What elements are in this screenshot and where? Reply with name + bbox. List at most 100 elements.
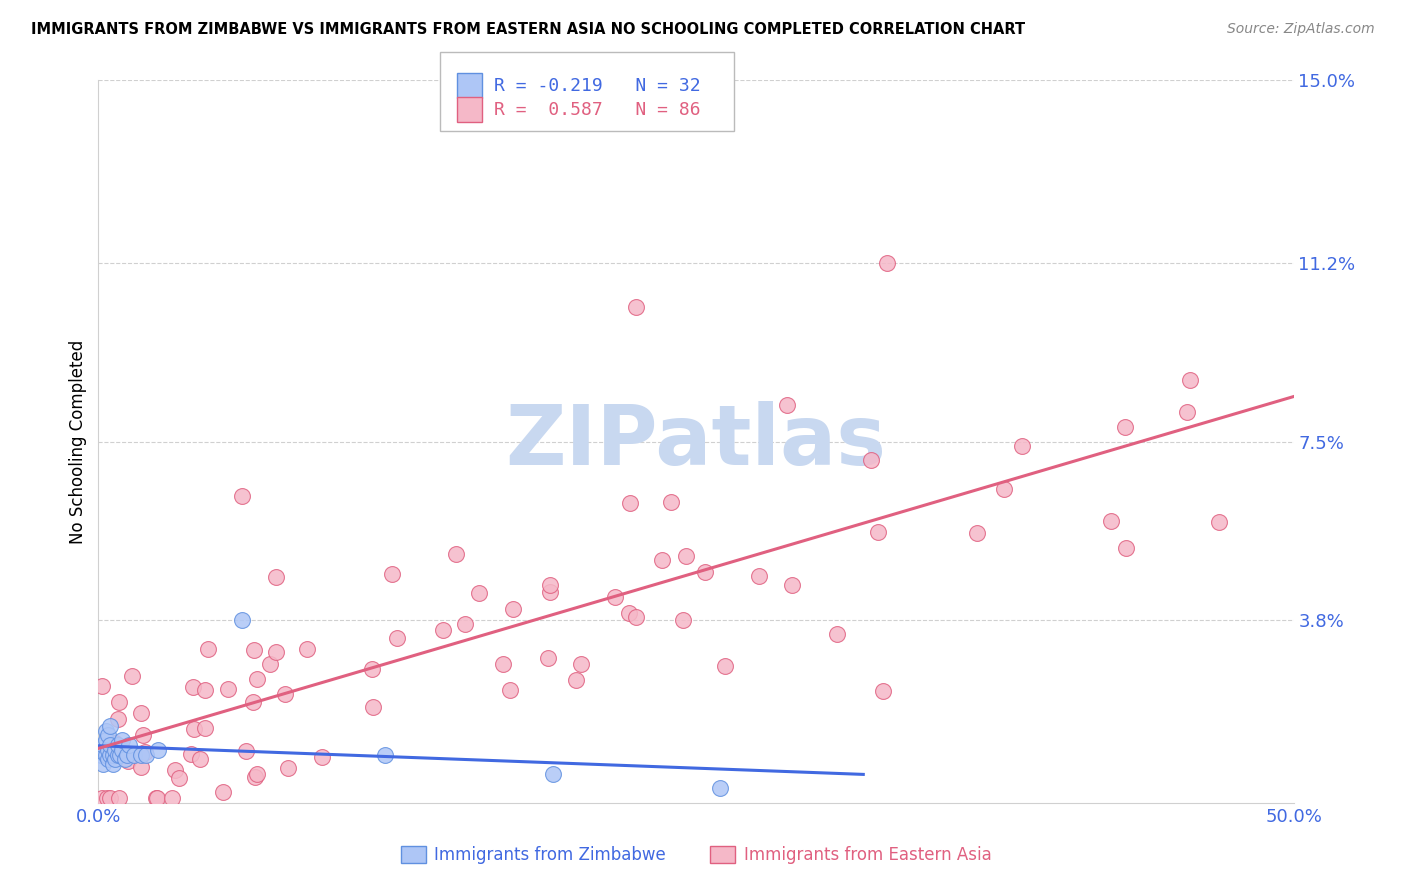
Point <box>101 757 124 772</box>
Point <box>872 683 894 698</box>
Point <box>381 566 404 581</box>
Point <box>194 683 217 698</box>
Point <box>181 681 204 695</box>
Point <box>131 747 153 762</box>
Point <box>1011 439 1033 453</box>
Point <box>1177 405 1199 419</box>
Point <box>565 673 588 688</box>
Point <box>97 728 120 742</box>
Point <box>243 770 266 784</box>
Point <box>98 791 121 805</box>
Point <box>167 771 190 785</box>
Point <box>242 695 264 709</box>
Point <box>145 791 167 805</box>
Point <box>134 745 156 759</box>
Point <box>91 738 114 752</box>
Point <box>603 591 626 605</box>
Point <box>107 791 129 805</box>
Point <box>108 747 131 762</box>
Point <box>444 547 467 561</box>
Point <box>860 453 883 467</box>
Point <box>385 632 408 646</box>
Point <box>1178 373 1201 387</box>
Point <box>1099 514 1122 528</box>
Point <box>432 624 454 638</box>
Text: R =  0.587   N = 86: R = 0.587 N = 86 <box>494 101 700 119</box>
Text: Source: ZipAtlas.com: Source: ZipAtlas.com <box>1227 22 1375 37</box>
Point <box>569 657 592 672</box>
Point <box>124 747 146 762</box>
Point <box>537 651 560 665</box>
Point <box>966 526 988 541</box>
Point <box>107 747 129 762</box>
Point <box>146 791 169 805</box>
Point <box>94 723 117 738</box>
Point <box>1115 541 1137 556</box>
Point <box>91 791 114 805</box>
Point <box>538 585 561 599</box>
Point <box>1114 419 1136 434</box>
Point <box>188 752 211 766</box>
Point <box>90 747 112 762</box>
Point <box>361 699 384 714</box>
Point <box>619 496 641 510</box>
Point <box>311 749 333 764</box>
Point <box>231 613 253 627</box>
Point <box>104 743 127 757</box>
Text: ZIPatlas: ZIPatlas <box>506 401 886 482</box>
Point <box>780 578 803 592</box>
Point <box>454 617 477 632</box>
Point <box>866 524 889 539</box>
Point <box>111 733 134 747</box>
Point <box>492 657 515 671</box>
Point <box>259 657 281 671</box>
Point <box>114 752 136 766</box>
Point <box>118 738 141 752</box>
Point <box>94 733 117 747</box>
Point <box>617 607 640 621</box>
Point <box>117 754 139 768</box>
Point <box>135 747 157 762</box>
Point <box>194 722 217 736</box>
Point <box>876 256 898 270</box>
Text: Immigrants from Zimbabwe: Immigrants from Zimbabwe <box>434 846 666 863</box>
Point <box>160 791 183 805</box>
Point <box>538 577 561 591</box>
Point <box>246 767 269 781</box>
Point <box>993 482 1015 496</box>
Point <box>695 565 717 579</box>
Point <box>264 570 287 584</box>
Point <box>624 610 647 624</box>
Point <box>101 747 124 762</box>
Point <box>776 398 799 412</box>
Point <box>361 662 384 676</box>
Point <box>246 672 269 686</box>
Point <box>131 728 153 742</box>
Point <box>825 627 848 641</box>
Point <box>129 759 152 773</box>
Point <box>129 706 152 721</box>
Point <box>675 549 697 564</box>
Point <box>295 642 318 657</box>
Y-axis label: No Schooling Completed: No Schooling Completed <box>69 340 87 543</box>
Point <box>104 737 127 751</box>
Point <box>274 687 297 701</box>
Point <box>107 712 129 726</box>
Point <box>96 791 118 805</box>
Point <box>98 747 122 762</box>
Point <box>211 785 233 799</box>
Point <box>277 761 299 775</box>
Point <box>709 781 731 796</box>
Point <box>115 747 138 762</box>
Point <box>121 669 143 683</box>
Point <box>499 682 522 697</box>
Point <box>107 738 129 752</box>
Point <box>502 601 524 615</box>
Point <box>651 552 673 566</box>
Text: Immigrants from Eastern Asia: Immigrants from Eastern Asia <box>744 846 991 863</box>
Point <box>183 722 205 736</box>
Point <box>626 300 648 314</box>
Point <box>264 645 287 659</box>
Point <box>91 757 114 772</box>
Point <box>97 752 120 766</box>
